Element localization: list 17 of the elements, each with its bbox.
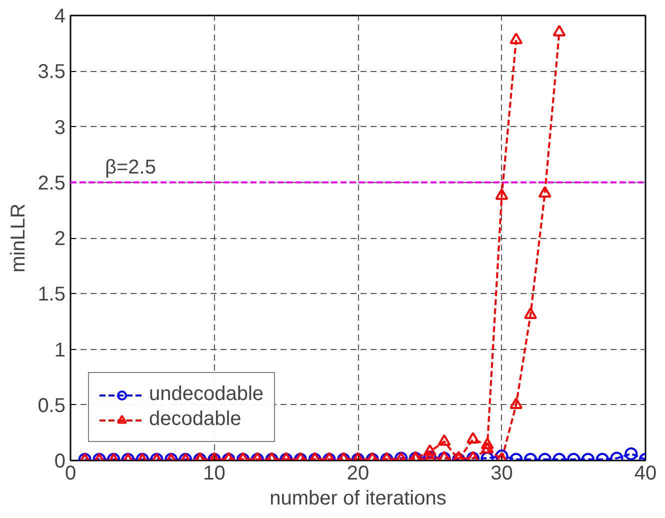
- x-axis-title: number of iterations: [270, 488, 446, 510]
- ref-line-label: β=2.5: [105, 156, 156, 178]
- y-tick-label: 1.5: [38, 284, 66, 306]
- legend-label: decodable: [149, 408, 242, 431]
- legend-label: undecodable: [149, 383, 264, 406]
- y-tick-label: 2: [54, 228, 66, 250]
- x-tick-label: 30: [490, 462, 513, 484]
- y-tick-label: 2.5: [38, 172, 66, 194]
- y-tick-label: 3: [54, 116, 66, 139]
- x-tick-label: 40: [634, 462, 657, 484]
- y-tick-label: 0.5: [38, 394, 66, 417]
- y-axis-title: minLLR: [8, 204, 30, 272]
- y-tick-label: 1: [54, 339, 66, 362]
- x-tick-label: 20: [346, 462, 370, 484]
- x-tick-label: 10: [203, 462, 226, 484]
- y-tick-label: 3.5: [38, 61, 66, 84]
- y-tick-label: 4: [54, 6, 66, 28]
